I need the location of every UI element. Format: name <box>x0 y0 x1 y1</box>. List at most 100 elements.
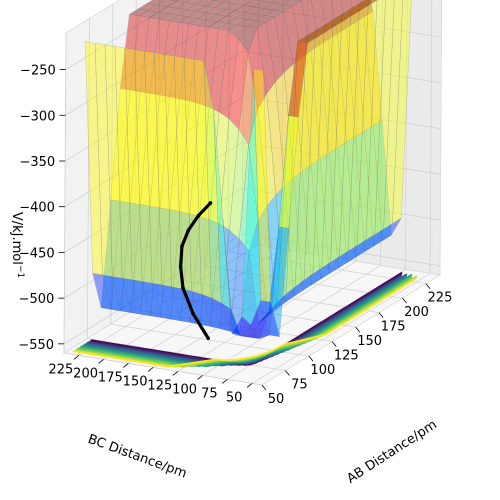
surface-patch <box>216 15 237 24</box>
y-tick-mark <box>222 379 228 384</box>
surface-patch <box>240 324 260 339</box>
x-tick-label: 75 <box>291 378 308 393</box>
y-tick-label: 50 <box>226 390 243 405</box>
contour-line <box>72 277 417 368</box>
surface-patch <box>276 286 296 310</box>
surface-patch <box>112 276 132 313</box>
surface-patch <box>359 0 378 6</box>
surface-patch <box>239 250 259 338</box>
x-tick-mark <box>331 341 337 347</box>
surface-patch <box>201 293 221 329</box>
surface-patch <box>338 245 358 269</box>
surface-patch <box>110 201 131 312</box>
surface-patch <box>177 9 198 18</box>
x-tick-mark <box>378 312 384 318</box>
surface-patch <box>128 8 149 17</box>
x-tick-mark <box>285 370 290 376</box>
surface-patch <box>243 0 264 8</box>
surface-patch <box>169 98 190 212</box>
surface-patch <box>258 302 278 324</box>
surface-patch <box>213 109 232 310</box>
surface-patch <box>248 220 268 325</box>
surface-patch <box>269 226 290 337</box>
surface-patch <box>159 96 180 210</box>
y-grid-line <box>251 0 433 384</box>
surface-patch <box>266 194 286 310</box>
surface-patch <box>274 11 294 73</box>
surface-patch <box>282 0 302 7</box>
surface-patch <box>301 0 321 52</box>
y-grid-line <box>227 0 408 380</box>
surface-patch <box>250 299 270 339</box>
surface-patch <box>292 57 312 172</box>
surface-patch <box>150 207 171 318</box>
surface-patch <box>292 0 312 58</box>
surface-patch <box>303 24 325 281</box>
surface-patch <box>231 316 252 337</box>
surface-patch <box>340 0 356 29</box>
surface-patch <box>223 0 241 4</box>
surface-patch <box>314 24 335 33</box>
surface-patch <box>199 26 219 108</box>
surface-patch <box>337 27 356 143</box>
surface-patch <box>149 18 170 96</box>
z-tick-label: −500 <box>19 292 55 307</box>
surface-patch <box>294 30 316 288</box>
surface-patch <box>134 49 153 284</box>
surface-patch <box>246 20 267 29</box>
surface-patch <box>364 228 384 252</box>
surface-patch <box>139 17 160 94</box>
surface-patch <box>249 311 269 339</box>
surface-patch <box>311 158 330 280</box>
surface-patch <box>321 13 343 269</box>
z-axis-label: V/kJ.mol−1 <box>9 212 25 278</box>
surface-patch <box>259 226 280 339</box>
y-tick-label: 125 <box>147 378 172 393</box>
surface-patch <box>263 2 284 11</box>
y-tick-label: 175 <box>98 370 123 385</box>
surface-patch <box>337 141 357 263</box>
surface-patch <box>360 0 374 18</box>
z-axis-label-superscript: −1 <box>15 265 25 278</box>
x-tick-mark <box>308 355 314 362</box>
surface-patch <box>168 14 189 23</box>
surface-patch <box>330 8 352 263</box>
surface-patch <box>306 30 326 38</box>
surface-patch <box>339 2 360 257</box>
surface-patch <box>148 11 169 20</box>
grid-lines <box>63 0 442 386</box>
y-tick-label: 100 <box>172 382 197 397</box>
surface-patch <box>230 309 250 338</box>
surface-patch <box>110 88 131 202</box>
x-tick-mark <box>355 326 360 333</box>
surface-patch <box>210 297 231 332</box>
surface-patch <box>284 279 305 303</box>
surface-patch <box>273 4 294 12</box>
surface-patch <box>293 273 313 297</box>
x-grid-line <box>133 0 333 342</box>
x-grid-line <box>110 4 309 357</box>
surface-patch <box>146 0 166 6</box>
surface-patch <box>204 0 225 8</box>
surface-patch <box>364 125 383 247</box>
surface-patch <box>179 23 199 102</box>
y-tick-mark <box>123 363 129 368</box>
surface-patch <box>346 22 365 137</box>
surface-patch <box>215 8 236 17</box>
z-tick-label: −400 <box>19 201 55 216</box>
surface-patch <box>266 81 285 196</box>
surface-patch <box>94 42 113 277</box>
surface-patch <box>233 0 253 6</box>
surface-patch <box>137 3 158 11</box>
surface-patch <box>130 204 151 315</box>
x-tick-mark <box>261 384 267 391</box>
surface-patch <box>264 9 285 18</box>
surface-patch <box>244 6 265 15</box>
y-tick-mark <box>147 367 154 372</box>
surface-patch <box>164 54 182 290</box>
y-tick-label: 225 <box>48 362 73 377</box>
surface-patch <box>284 63 303 179</box>
z-grid-line <box>64 187 441 299</box>
surface-patch <box>312 19 334 275</box>
surface-patch <box>138 10 159 18</box>
